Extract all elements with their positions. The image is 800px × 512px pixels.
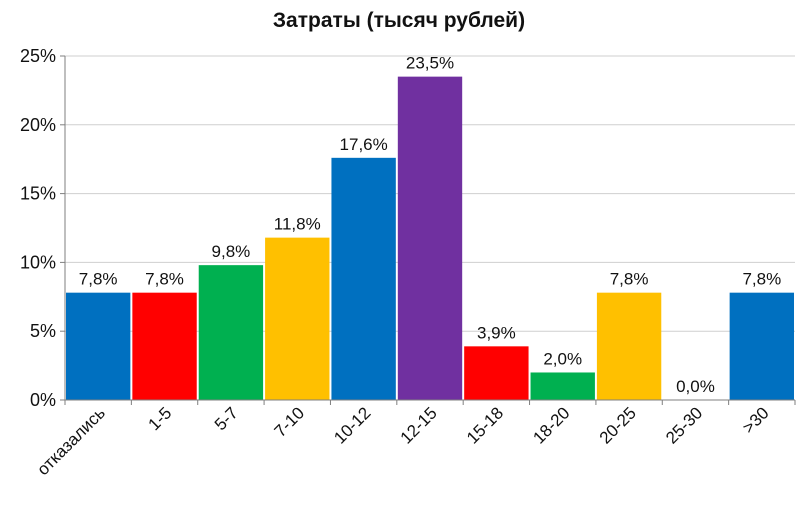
data-label: 9,8% <box>212 242 251 261</box>
bar <box>331 157 396 400</box>
data-labels: 7,8% 7,8% 9,8% 11,8% 17,6% 23,5% 3,9% 2,0% 7,8% 0… <box>79 54 781 396</box>
bar <box>265 237 330 400</box>
data-label: 7,8% <box>610 270 649 289</box>
bar <box>65 292 131 400</box>
x-tick-label: 20-25 <box>596 403 640 447</box>
bar <box>397 76 463 400</box>
y-tick-label: 25% <box>20 46 56 66</box>
data-label: 23,5% <box>406 54 454 73</box>
data-label: 11,8% <box>274 215 321 234</box>
y-tick-label: 15% <box>20 184 56 204</box>
bars <box>65 76 795 400</box>
x-tick-label: 7-10 <box>271 403 308 440</box>
y-tick-label: 10% <box>20 252 56 272</box>
x-tick-label: 18-20 <box>529 403 573 447</box>
bar <box>530 372 595 400</box>
chart-title: Затраты (тысяч рублей) <box>273 9 525 32</box>
data-label: 7,8% <box>742 270 781 289</box>
x-tick-label: 1-5 <box>145 403 176 434</box>
data-label: 7,8% <box>145 270 184 289</box>
bar <box>464 346 529 400</box>
y-tick-label: 20% <box>20 115 56 135</box>
y-tick-label: 5% <box>30 321 56 341</box>
x-tick-label: 10-12 <box>330 403 374 447</box>
bar <box>198 265 264 400</box>
data-label: 3,9% <box>477 323 516 342</box>
x-tick-label: 25-30 <box>662 403 706 447</box>
x-tick-label: 15-18 <box>463 403 507 447</box>
bar <box>132 292 197 400</box>
data-label: 17,6% <box>340 135 388 154</box>
y-tick-label: 0% <box>30 390 56 410</box>
x-tick-label: 5-7 <box>211 403 242 434</box>
x-tick-label: 12-15 <box>397 403 441 447</box>
x-tick-label: >30 <box>739 403 773 437</box>
data-label: 7,8% <box>79 270 118 289</box>
bar <box>729 292 795 400</box>
x-tick-label: отказались <box>33 403 109 479</box>
data-label: 2,0% <box>543 349 582 368</box>
data-label: 0,0% <box>676 377 715 396</box>
bar <box>596 292 662 400</box>
